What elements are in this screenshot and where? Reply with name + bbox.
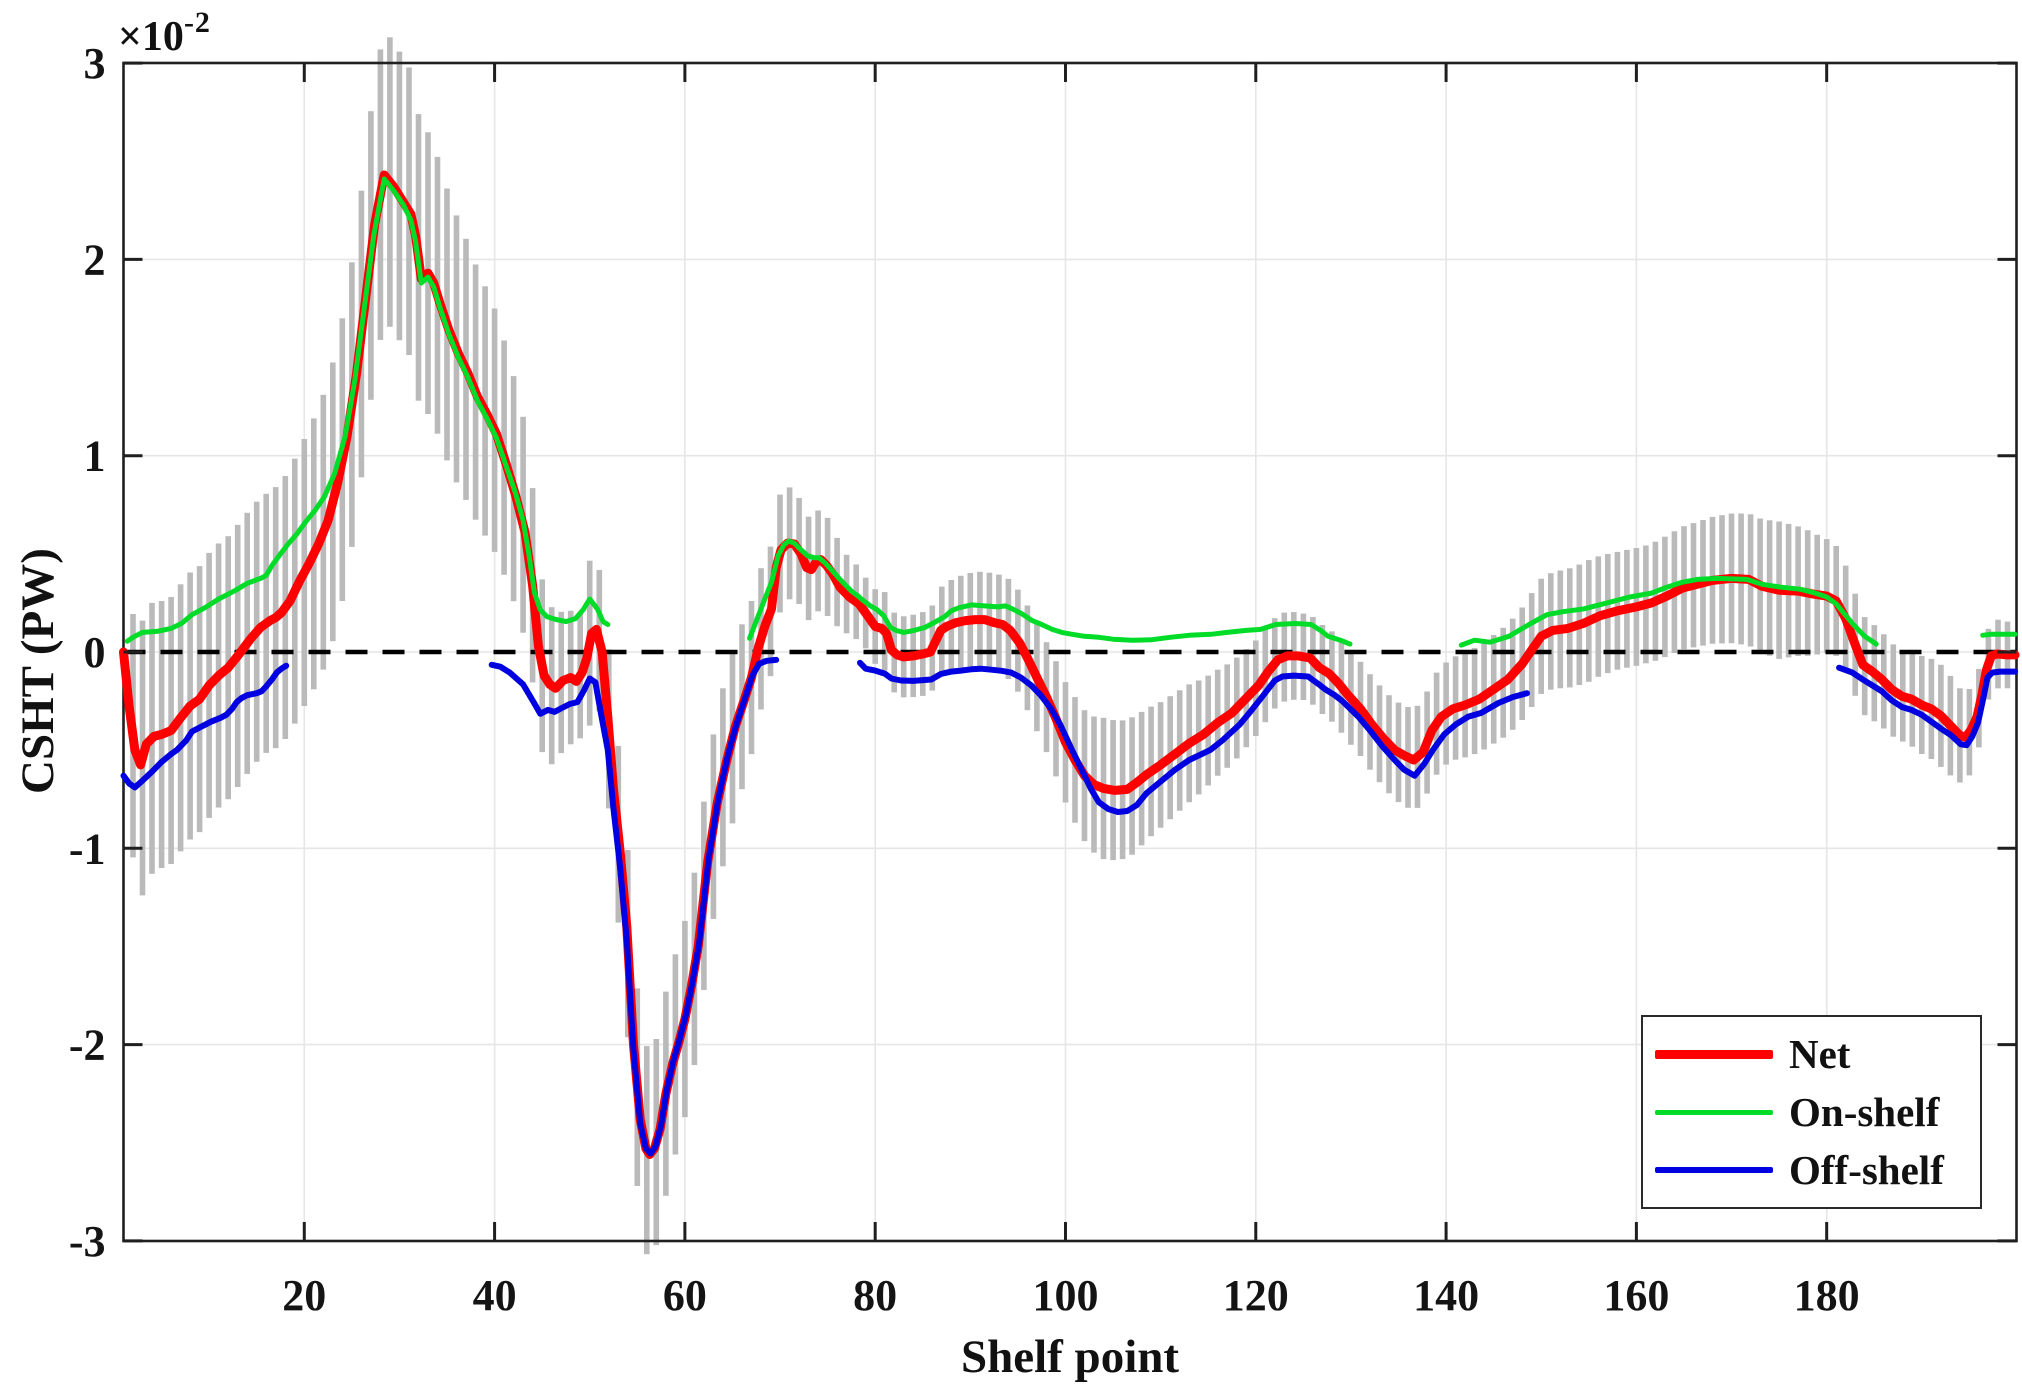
- y-tick-label: -2: [69, 1021, 106, 1070]
- legend-row-off-shelf: Off-shelf: [1643, 1142, 1980, 1198]
- x-tick-label: 160: [1603, 1271, 1669, 1320]
- legend-label-on-shelf: On-shelf: [1789, 1088, 1940, 1135]
- on-shelf-line: [124, 176, 2018, 648]
- legend-row-net: Net: [1643, 1026, 1980, 1082]
- legend-label-off-shelf: Off-shelf: [1789, 1146, 1944, 1193]
- y-tick-label: 3: [84, 39, 106, 88]
- x-tick-label: 120: [1223, 1271, 1289, 1320]
- off-shelf-line: [120, 656, 2019, 1157]
- y-tick-label: 2: [84, 235, 106, 284]
- on-shelf-line-sample: [1655, 1109, 1773, 1115]
- tick-labels: 20 40 60 80 100 120 140 160 180 3 2 1 0 -1 -2 -3: [69, 39, 1860, 1320]
- x-axis-label: Shelf point: [960, 1331, 1180, 1383]
- x-tick-label: 20: [282, 1271, 326, 1320]
- y-axis-label: CSHT (PW): [12, 548, 64, 794]
- legend-row-on-shelf: On-shelf: [1643, 1084, 1980, 1140]
- tick-marks: [123, 61, 2017, 1243]
- y-tick-label: 1: [84, 432, 106, 481]
- exponent-power: -2: [183, 6, 211, 39]
- x-tick-label: 60: [663, 1271, 707, 1320]
- net-line-sample: [1655, 1049, 1773, 1059]
- x-tick-label: 140: [1413, 1271, 1479, 1320]
- y-axis-exponent-label: ×10-2: [118, 6, 211, 61]
- y-tick-label: 0: [84, 628, 106, 677]
- x-tick-label: 80: [853, 1271, 897, 1320]
- legend-label-net: Net: [1789, 1030, 1851, 1077]
- x-tick-label: 180: [1794, 1271, 1860, 1320]
- y-tick-label: -3: [69, 1217, 106, 1266]
- y-tick-label: -1: [69, 824, 106, 873]
- x-tick-label: 100: [1032, 1271, 1098, 1320]
- legend[interactable]: Net On-shelf Off-shelf: [1641, 1015, 1982, 1209]
- exponent-base: ×10: [118, 14, 184, 60]
- x-tick-label: 40: [473, 1271, 517, 1320]
- off-shelf-line-sample: [1655, 1167, 1773, 1173]
